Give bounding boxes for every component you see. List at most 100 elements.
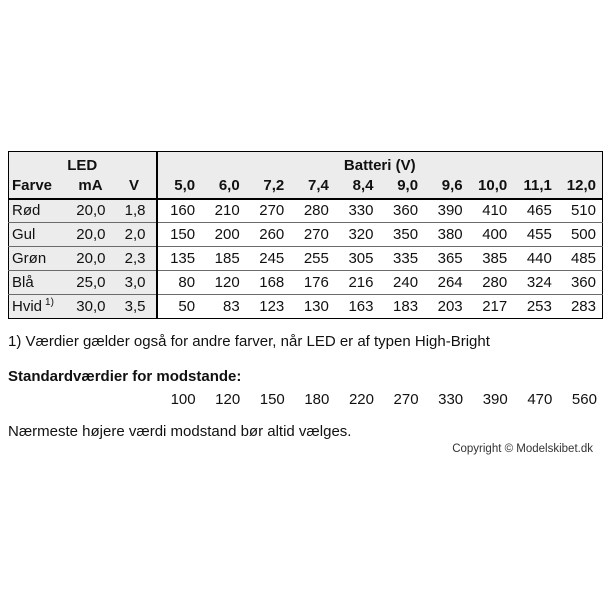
column-header-voltage: 9,6 [424, 173, 469, 200]
table-cell-resistor: 168 [245, 270, 291, 295]
table-cell-resistor: 130 [290, 294, 335, 319]
table-cell-resistor: 210 [201, 198, 246, 223]
table-cell-resistor: 365 [424, 246, 469, 271]
table-cell-resistor: 335 [379, 246, 425, 271]
table-row-gul: Gul 20,0 2,0 150 200 260 270 320 350 380… [8, 222, 603, 247]
table-cell-resistor: 410 [468, 198, 514, 223]
column-header-voltage: 12,0 [557, 173, 603, 200]
standard-value: 150 [259, 391, 285, 408]
table-cell-resistor: 240 [379, 270, 425, 295]
table-cell-color: Grøn [8, 246, 69, 271]
column-header-farve: Farve [8, 173, 69, 200]
standard-value: 560 [571, 391, 597, 408]
standard-resistor-values-row: 100 120 150 180 220 270 330 390 470 560 [156, 391, 602, 409]
table-cell-resistor: 380 [424, 222, 469, 247]
footnote-text: 1) Værdier gælder også for andre farver,… [8, 333, 490, 350]
battery-group-header: Batteri (V) [155, 151, 603, 174]
table-row-rod: Rød 20,0 1,8 160 210 270 280 330 360 390… [8, 198, 603, 223]
table-row-bla: Blå 25,0 3,0 80 120 168 176 216 240 264 … [8, 270, 603, 295]
table-cell-resistor: 390 [424, 198, 469, 223]
table-group-header-row: LED Batteri (V) [8, 151, 603, 174]
table-cell-resistor: 163 [334, 294, 380, 319]
table-cell-color: Hvid 1) [8, 294, 69, 319]
footnote-marker [35, 225, 38, 236]
table-cell-resistor: 385 [468, 246, 514, 271]
color-label: Blå [12, 274, 34, 291]
table-cell-resistor: 283 [557, 294, 603, 319]
table-cell-v: 2,0 [112, 222, 157, 247]
table-cell-resistor: 260 [245, 222, 291, 247]
column-header-voltage: 7,4 [290, 173, 335, 200]
footnote-marker [46, 249, 49, 260]
table-cell-resistor: 185 [201, 246, 246, 271]
table-cell-resistor: 176 [290, 270, 335, 295]
column-header-voltage: 7,2 [245, 173, 291, 200]
standard-value: 470 [527, 391, 553, 408]
standard-value: 330 [438, 391, 464, 408]
standard-value: 390 [482, 391, 508, 408]
table-cell-resistor: 350 [379, 222, 425, 247]
led-group-header: LED [8, 151, 157, 174]
table-cell-resistor: 440 [513, 246, 558, 271]
table-cell-ma: 20,0 [68, 198, 113, 223]
table-cell-v: 3,0 [112, 270, 157, 295]
table-cell-ma: 20,0 [68, 222, 113, 247]
footnote-marker [40, 201, 43, 212]
table-cell-resistor: 160 [155, 198, 202, 223]
table-cell-resistor: 50 [155, 294, 202, 319]
table-cell-color: Rød [8, 198, 69, 223]
table-cell-resistor: 203 [424, 294, 469, 319]
column-header-voltage: 5,0 [155, 173, 202, 200]
standard-value: 100 [170, 391, 196, 408]
table-cell-resistor: 510 [557, 198, 603, 223]
table-cell-resistor: 270 [290, 222, 335, 247]
table-cell-color: Gul [8, 222, 69, 247]
table-cell-v: 3,5 [112, 294, 157, 319]
table-cell-resistor: 330 [334, 198, 380, 223]
table-cell-resistor: 360 [379, 198, 425, 223]
table-row-gron: Grøn 20,0 2,3 135 185 245 255 305 335 36… [8, 246, 603, 271]
led-resistor-table: LED Batteri (V) Farve mA V 5,0 6,0 7,2 7… [8, 151, 603, 319]
table-cell-v: 2,3 [112, 246, 157, 271]
table-cell-resistor: 245 [245, 246, 291, 271]
table-cell-resistor: 305 [334, 246, 380, 271]
table-cell-resistor: 280 [290, 198, 335, 223]
standard-value: 180 [304, 391, 330, 408]
table-cell-resistor: 253 [513, 294, 558, 319]
table-column-header-row: Farve mA V 5,0 6,0 7,2 7,4 8,4 9,0 9,6 1… [8, 173, 603, 200]
standard-value: 120 [215, 391, 241, 408]
color-label: Hvid [12, 298, 43, 315]
table-cell-ma: 20,0 [68, 246, 113, 271]
table-cell-resistor: 500 [557, 222, 603, 247]
color-label: Grøn [12, 250, 47, 267]
table-cell-resistor: 123 [245, 294, 291, 319]
table-cell-resistor: 320 [334, 222, 380, 247]
advice-note: Nærmeste højere værdi modstand bør altid… [8, 423, 352, 440]
table-cell-v: 1,8 [112, 198, 157, 223]
table-cell-resistor: 455 [513, 222, 558, 247]
table-cell-ma: 30,0 [68, 294, 113, 319]
table-cell-ma: 25,0 [68, 270, 113, 295]
column-header-voltage: 8,4 [334, 173, 380, 200]
color-label: Rød [12, 202, 41, 220]
copyright-text: Copyright © Modelskibet.dk [452, 443, 593, 455]
table-cell-resistor: 360 [557, 270, 603, 295]
column-header-voltage: 9,0 [379, 173, 425, 200]
table-cell-resistor: 465 [513, 198, 558, 223]
table-cell-resistor: 80 [155, 270, 202, 295]
standard-values-heading: Standardværdier for modstande: [8, 368, 242, 385]
standard-value: 270 [393, 391, 419, 408]
table-cell-resistor: 280 [468, 270, 514, 295]
table-row-hvid: Hvid 1) 30,0 3,5 50 83 123 130 163 183 20… [8, 294, 603, 319]
table-cell-resistor: 200 [201, 222, 246, 247]
column-header-voltage: 10,0 [468, 173, 514, 200]
table-cell-color: Blå [8, 270, 69, 295]
standard-value: 220 [348, 391, 374, 408]
table-cell-resistor: 485 [557, 246, 603, 271]
table-cell-resistor: 400 [468, 222, 514, 247]
table-cell-resistor: 120 [201, 270, 246, 295]
table-cell-resistor: 150 [155, 222, 202, 247]
color-label: Gul [12, 226, 36, 243]
table-cell-resistor: 270 [245, 198, 291, 223]
